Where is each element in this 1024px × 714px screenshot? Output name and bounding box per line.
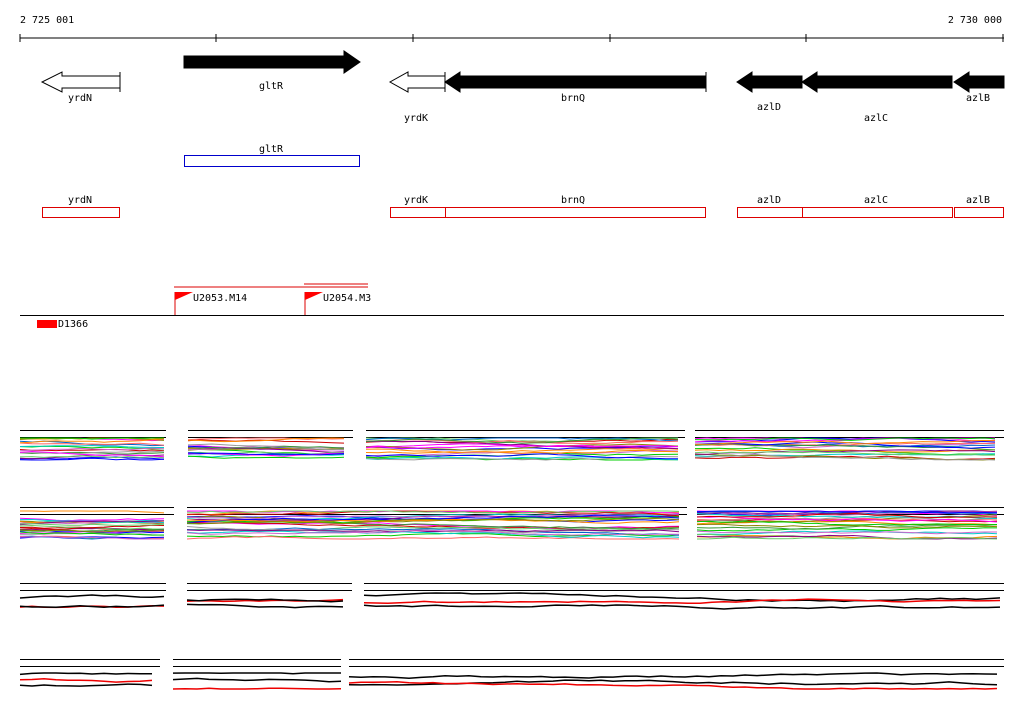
expression-line [19,672,153,676]
probe-flag [305,292,323,300]
feature-label: azlD [757,195,781,206]
expression-line [696,523,998,529]
expression-line [695,439,996,445]
expression-line [19,678,153,683]
expression-line [696,514,998,524]
expression-line [365,437,679,444]
expression-line [20,535,164,540]
expression-line [187,443,345,451]
gene-label: yrdK [404,113,428,124]
expression-line [186,514,680,524]
operon-box [184,155,360,167]
expression-line [694,448,996,453]
marker-box [37,320,57,328]
expression-line [19,438,165,444]
expression-line [19,455,165,459]
marker-label: D1366 [58,319,88,330]
expression-line [186,517,680,525]
feature-boxes [42,207,1004,218]
expression-line [19,437,164,440]
expression-line [186,513,680,520]
ruler [19,34,1004,42]
expression-line [694,437,996,441]
expression-tracks [19,430,1004,690]
expression-line [187,445,345,449]
expression-line [186,535,680,540]
probe-flag [175,292,193,300]
expression-line [365,447,679,454]
expression-line [172,677,342,683]
expression-line [363,598,1001,604]
expression-line [19,594,165,599]
expression-line [365,453,678,460]
expression-line [19,450,165,458]
expression-line [19,442,165,446]
expression-line [694,451,995,456]
expression-line [348,672,998,680]
expression-line [172,687,342,690]
expression-line [186,529,679,536]
expression-line [363,604,1001,610]
feature-label: yrdN [68,195,92,206]
probe-label: U2053.M14 [193,293,247,304]
expression-line [19,683,153,687]
gene-arrows [40,50,1005,93]
feature-label: azlC [864,195,888,206]
gene-label: gltR [259,81,284,92]
expression-line [19,450,165,455]
expression-line [696,530,997,535]
expression-line [363,592,1001,603]
expression-line [172,672,341,675]
gene-label: yrdN [68,93,92,104]
expression-line [19,517,165,522]
feature-label: azlB [966,195,990,206]
expression-line [696,513,998,519]
expression-line [20,510,165,514]
expression-line [696,512,998,519]
expression-line [19,444,164,448]
expression-line [187,447,345,453]
expression-line [186,530,680,539]
expression-line [186,510,680,514]
expression-line [186,603,344,609]
expression-line [187,455,345,459]
ruler-end: 2 730 000 [948,15,1002,26]
expression-line [365,449,679,454]
expression-line [696,510,998,514]
expression-line [696,520,998,526]
gene-label: azlB [966,93,990,104]
gene-label: brnQ [561,93,585,104]
expression-line [186,529,680,533]
expression-line [348,681,998,690]
gene-label: azlC [864,113,888,124]
feature-label: yrdK [404,195,428,206]
expression-line [19,529,164,533]
expression-line [19,457,165,461]
ruler-start: 2 725 001 [20,15,74,26]
expression-line [19,524,165,531]
expression-line [365,440,679,450]
operon-label: gltR [259,144,284,155]
gene-label: azlD [757,102,781,113]
expression-line [696,534,998,540]
expression-line [187,437,345,443]
expression-line [694,453,996,461]
expression-line [19,604,165,609]
expression-line [19,531,165,536]
probe-spans [174,283,368,315]
feature-label: brnQ [561,195,585,206]
expression-line [365,444,679,449]
expression-line [19,520,165,526]
expression-line [696,536,998,540]
expression-line [696,527,998,532]
expression-line [19,523,165,527]
expression-line [187,452,345,456]
expression-line [696,524,998,530]
expression-line [696,516,998,523]
probe-label: U2054.M3 [323,293,371,304]
expression-line [19,447,165,452]
expression-line [186,598,344,603]
